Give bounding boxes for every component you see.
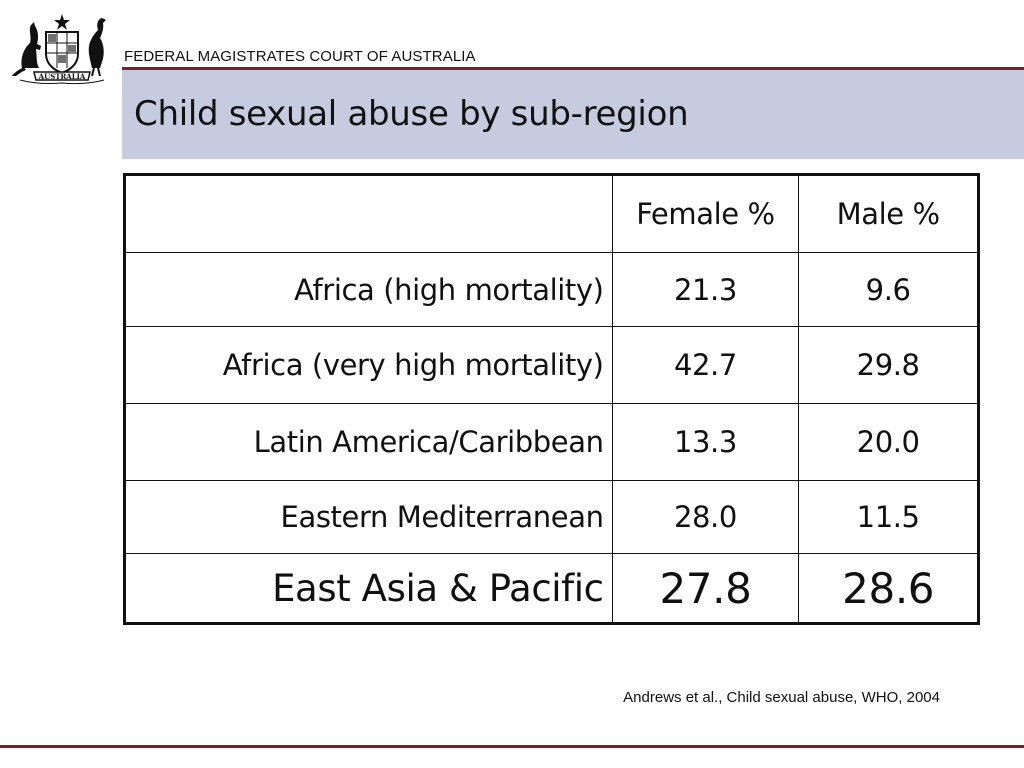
- female-value-cell: 21.3: [611, 252, 800, 327]
- region-cell: Africa (very high mortality): [124, 326, 613, 404]
- female-value-cell: 27.8: [611, 553, 800, 624]
- table-row: Africa (high mortality) 21.3 9.6: [124, 252, 979, 327]
- table-row: Eastern Mediterranean 28.0 11.5: [124, 480, 979, 554]
- table-row: East Asia & Pacific 27.8 28.6: [124, 553, 979, 624]
- region-cell: Eastern Mediterranean: [124, 480, 613, 554]
- crest-label: AUSTRALIA: [38, 72, 86, 81]
- table-header-row: Female % Male %: [124, 174, 979, 253]
- male-value-cell: 20.0: [798, 403, 979, 481]
- slide-title: Child sexual abuse by sub-region: [134, 94, 689, 134]
- table-row: Latin America/Caribbean 13.3 20.0: [124, 403, 979, 481]
- region-cell: East Asia & Pacific: [124, 553, 613, 624]
- header-divider: [122, 67, 1024, 70]
- female-value-cell: 28.0: [611, 480, 800, 554]
- female-value-cell: 42.7: [611, 326, 800, 404]
- male-value-cell: 29.8: [798, 326, 979, 404]
- male-value-cell: 9.6: [798, 252, 979, 327]
- header-cell-male: Male %: [798, 174, 979, 253]
- male-value-cell: 11.5: [798, 480, 979, 554]
- region-cell: Latin America/Caribbean: [124, 403, 613, 481]
- footer-divider: [0, 745, 1024, 748]
- male-value-cell: 28.6: [798, 553, 979, 624]
- court-name: FEDERAL MAGISTRATES COURT OF AUSTRALIA: [124, 48, 476, 65]
- title-band: [122, 70, 1024, 159]
- region-cell: Africa (high mortality): [124, 252, 613, 327]
- female-value-cell: 13.3: [611, 403, 800, 481]
- citation: Andrews et al., Child sexual abuse, WHO,…: [623, 689, 940, 706]
- table-row: Africa (very high mortality) 42.7 29.8: [124, 326, 979, 404]
- header-cell-region: [124, 174, 613, 253]
- header-cell-female: Female %: [611, 174, 800, 253]
- coat-of-arms-icon: AUSTRALIA: [12, 14, 106, 85]
- data-table: Female % Male % Africa (high mortality) …: [123, 173, 980, 625]
